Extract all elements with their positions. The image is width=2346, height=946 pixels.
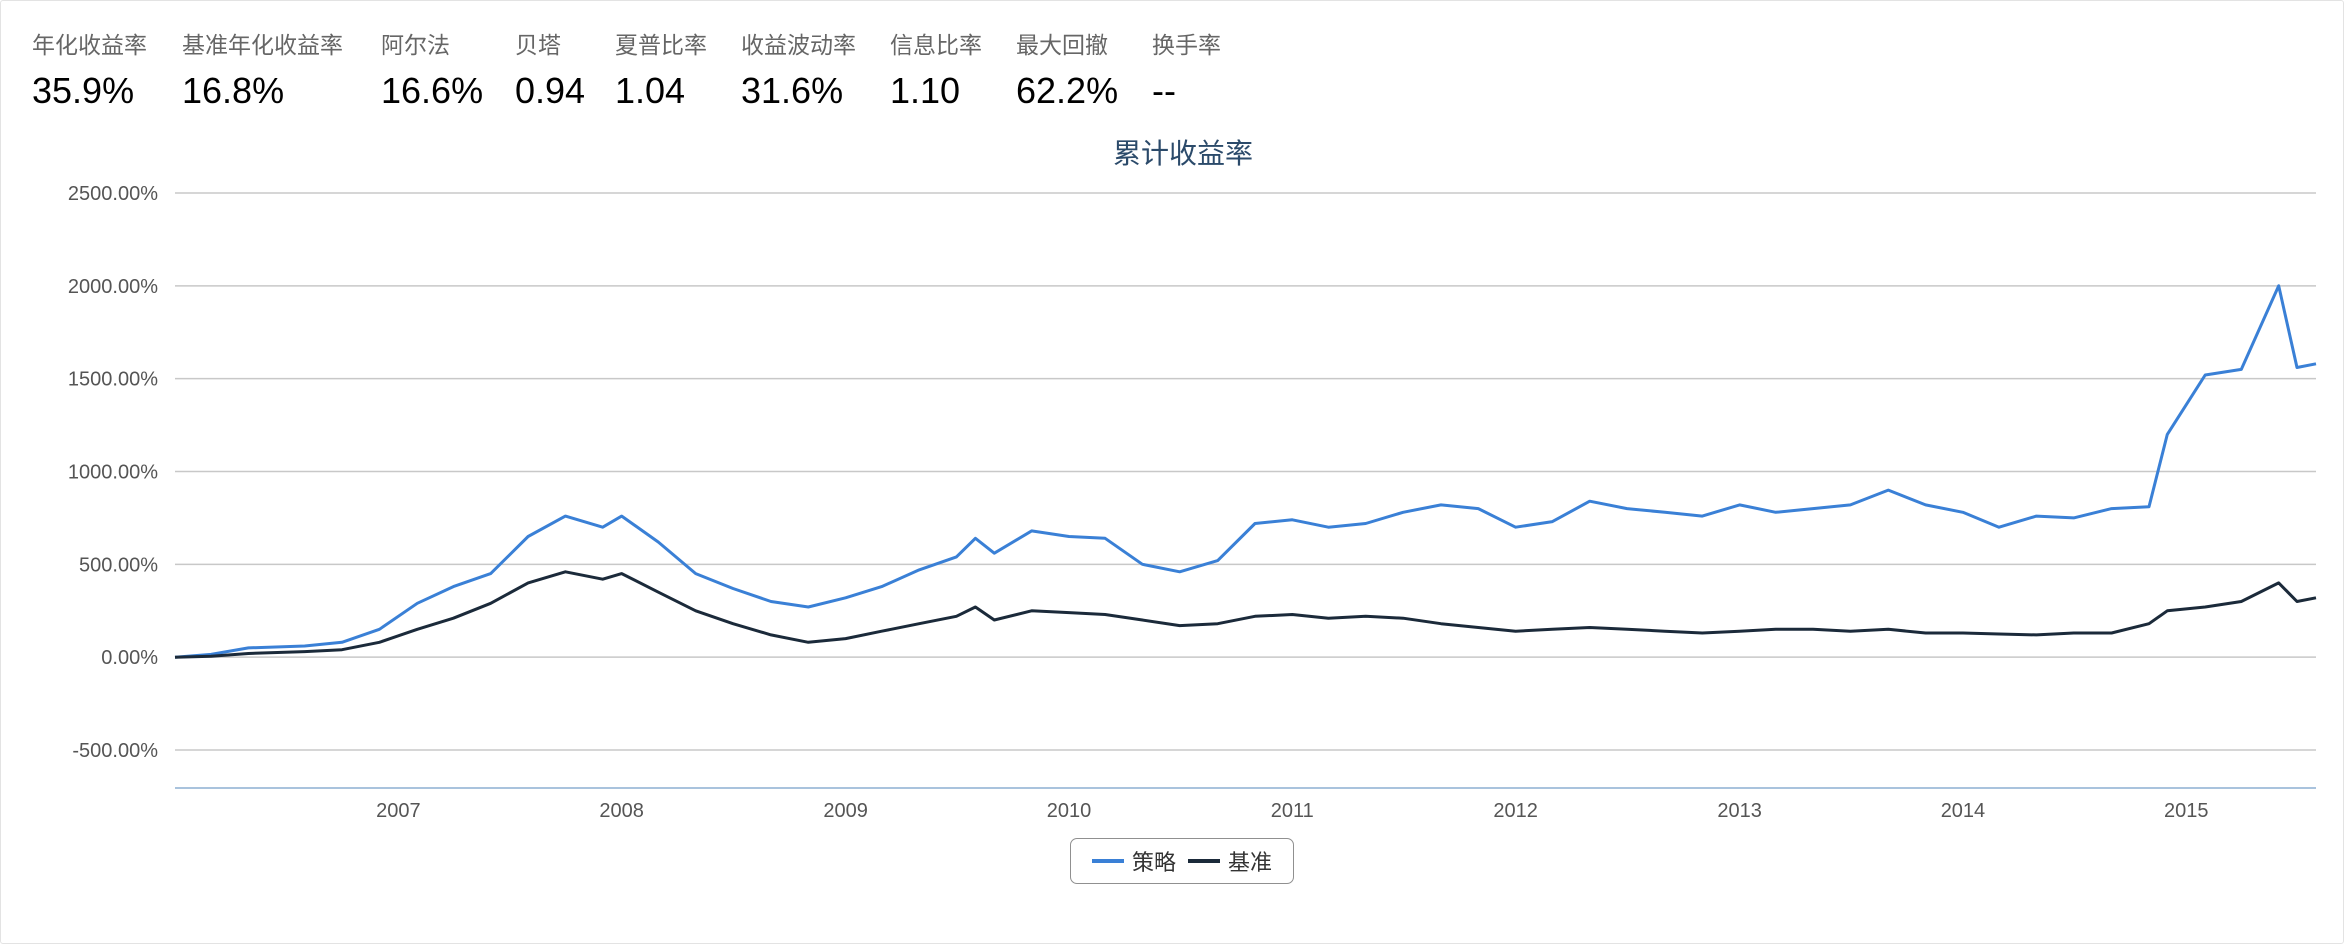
series-line-benchmark bbox=[174, 570, 2317, 659]
chart-title: 累计收益率 bbox=[1113, 137, 1253, 170]
series-line-strategy bbox=[174, 284, 2317, 659]
legend-swatch-strategy bbox=[1091, 859, 1124, 863]
stat-beta: 贝塔 0.94 bbox=[515, 28, 615, 114]
legend-label: 基准 bbox=[1228, 851, 1273, 876]
legend-item-benchmark[interactable]: 基准 bbox=[1188, 845, 1272, 877]
x-tick-label: 2008 bbox=[599, 800, 644, 822]
y-tick-label: 2000.00% bbox=[68, 276, 158, 298]
stat-information-ratio: 信息比率 1.10 bbox=[890, 28, 1016, 114]
stat-alpha: 阿尔法 16.6% bbox=[381, 28, 515, 114]
x-tick-label: 2012 bbox=[1493, 800, 1538, 822]
y-tick-label: 1000.00% bbox=[68, 462, 158, 484]
stat-turnover: 换手率 -- bbox=[1152, 28, 1262, 114]
x-tick-label: 2015 bbox=[2164, 800, 2209, 822]
x-tick-label: 2013 bbox=[1717, 800, 1762, 822]
stat-label: 贝塔 bbox=[515, 33, 561, 59]
y-tick-label: 2500.00% bbox=[68, 183, 158, 205]
stat-label: 换手率 bbox=[1152, 33, 1221, 59]
stat-value: 31.6% bbox=[741, 70, 844, 111]
stat-value: -- bbox=[1152, 70, 1176, 111]
stat-sharpe: 夏普比率 1.04 bbox=[615, 28, 741, 114]
x-tick-label: 2007 bbox=[376, 800, 421, 822]
stat-max-drawdown: 最大回撤 62.2% bbox=[1016, 28, 1152, 114]
y-tick-label: 0.00% bbox=[101, 647, 158, 669]
stats-bar: 年化收益率 35.9% 基准年化收益率 16.8% 阿尔法 16.6% 贝塔 0… bbox=[32, 28, 1262, 114]
y-axis-labels: 2500.00% 2000.00% 1500.00% 1000.00% 500.00% 0… bbox=[68, 183, 158, 762]
stat-benchmark-annual-return: 基准年化收益率 16.8% bbox=[182, 28, 381, 114]
x-tick-label: 2009 bbox=[823, 800, 868, 822]
x-tick-label: 2010 bbox=[1047, 800, 1092, 822]
y-tick-label: 500.00% bbox=[79, 554, 158, 576]
stat-value: 1.10 bbox=[890, 70, 961, 111]
x-axis-labels: 2007 2008 2009 2010 2011 2012 2013 2014 2015 bbox=[376, 800, 2208, 822]
stat-value: 16.8% bbox=[182, 70, 285, 111]
stat-label: 信息比率 bbox=[890, 33, 982, 59]
y-tick-label: 1500.00% bbox=[68, 369, 158, 391]
stat-value: 62.2% bbox=[1016, 70, 1119, 111]
stat-value: 16.6% bbox=[381, 70, 484, 111]
legend-item-strategy[interactable]: 策略 bbox=[1091, 845, 1176, 877]
stat-value: 1.04 bbox=[615, 70, 686, 111]
stat-label: 年化收益率 bbox=[32, 33, 147, 59]
y-tick-label: -500.00% bbox=[72, 740, 158, 762]
stat-value: 0.94 bbox=[515, 70, 586, 111]
series-lines bbox=[174, 284, 2317, 659]
gridlines bbox=[175, 192, 2316, 751]
stat-label: 基准年化收益率 bbox=[182, 33, 343, 59]
x-tick-label: 2011 bbox=[1271, 800, 1314, 822]
stat-label: 阿尔法 bbox=[381, 33, 450, 59]
stat-label: 最大回撤 bbox=[1016, 33, 1108, 59]
legend-label: 策略 bbox=[1131, 851, 1176, 876]
stat-value: 35.9% bbox=[32, 70, 135, 111]
stat-label: 夏普比率 bbox=[615, 33, 707, 59]
stat-label: 收益波动率 bbox=[741, 33, 856, 59]
legend: 策略 基准 bbox=[1070, 838, 1294, 884]
x-tick-label: 2014 bbox=[1941, 800, 1986, 822]
stat-annual-return: 年化收益率 35.9% bbox=[32, 28, 182, 114]
stat-volatility: 收益波动率 31.6% bbox=[741, 28, 890, 114]
legend-swatch-benchmark bbox=[1188, 859, 1220, 863]
